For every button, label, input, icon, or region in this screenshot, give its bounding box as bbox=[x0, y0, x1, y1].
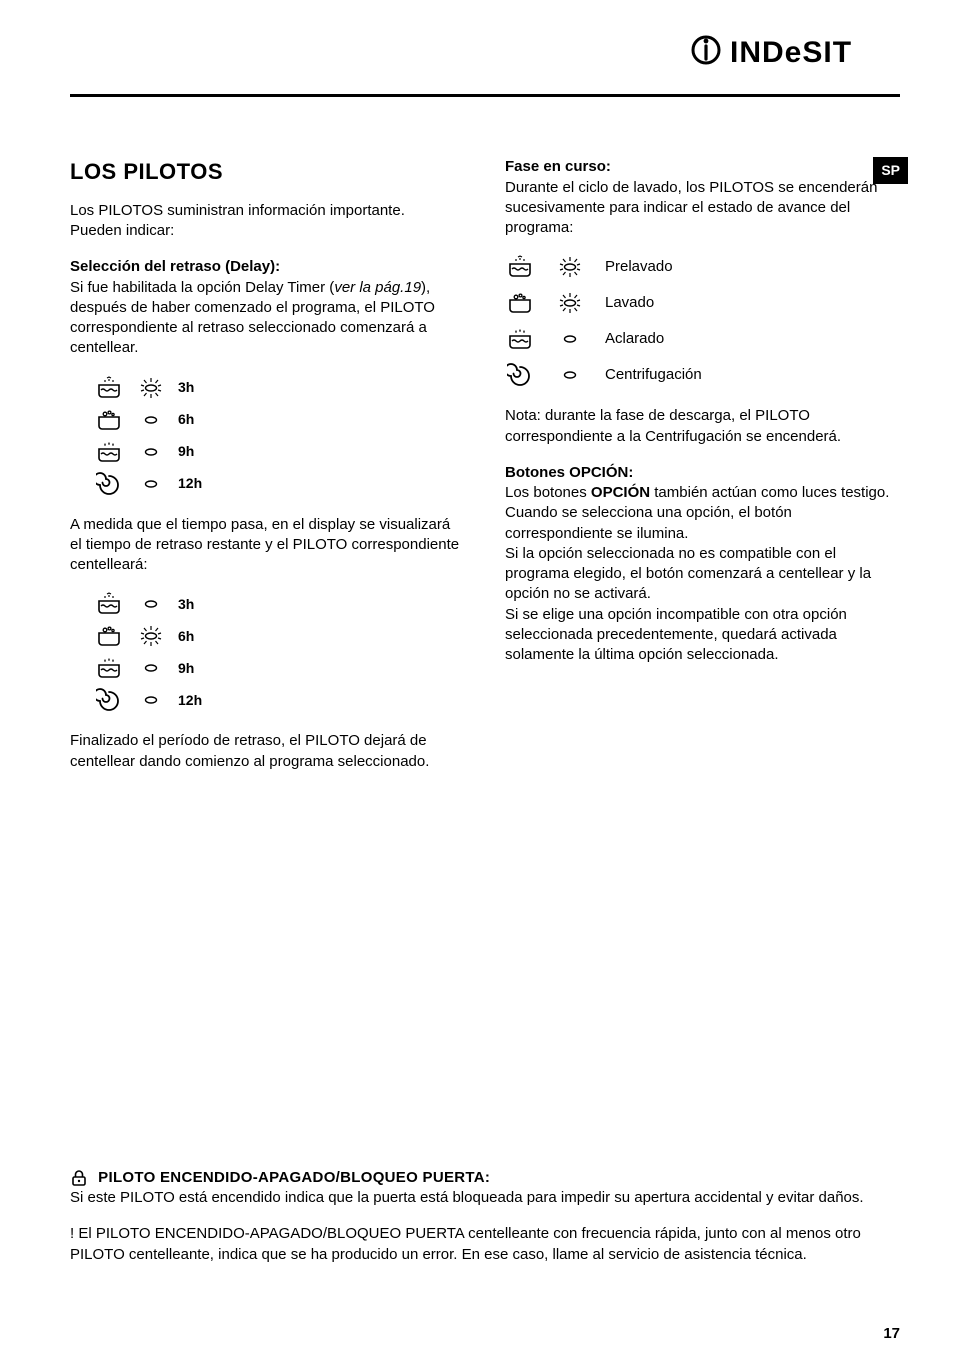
delay-body-a: Si fue habilitada la opción Delay Timer … bbox=[70, 279, 334, 296]
footer-section: PILOTO ENCENDIDO-APAGADO/BLOQUEO PUERTA:… bbox=[70, 1168, 900, 1265]
option-p2: Cuando se selecciona una opción, el botó… bbox=[505, 504, 792, 541]
phase-row: Centrifugación bbox=[505, 362, 900, 388]
prewash-icon bbox=[94, 376, 124, 400]
delay-indicator-list: 3h 6h 9h 12h bbox=[94, 375, 465, 497]
footer-title: PILOTO ENCENDIDO-APAGADO/BLOQUEO PUERTA: bbox=[98, 1169, 490, 1186]
delay-heading: Selección del retraso (Delay): bbox=[70, 258, 280, 275]
delay-label: 9h bbox=[178, 442, 194, 461]
led-icon bbox=[555, 290, 585, 316]
prewash-icon bbox=[505, 255, 535, 279]
delay-label: 12h bbox=[178, 691, 202, 710]
intro-text: Los PILOTOS suministran información impo… bbox=[70, 201, 465, 242]
spin-icon bbox=[94, 688, 124, 712]
spin-icon bbox=[505, 363, 535, 387]
delay-label: 3h bbox=[178, 595, 194, 614]
lock-icon bbox=[70, 1169, 88, 1187]
footer-p2: ! El PILOTO ENCENDIDO-APAGADO/BLOQUEO PU… bbox=[70, 1224, 900, 1265]
delay-label: 12h bbox=[178, 474, 202, 493]
indicator-row: 9h bbox=[94, 439, 465, 465]
rinse-icon bbox=[94, 656, 124, 680]
led-icon bbox=[555, 326, 585, 352]
indicator-row: 6h bbox=[94, 623, 465, 649]
delay-label: 6h bbox=[178, 410, 194, 429]
section-title: LOS PILOTOS bbox=[70, 157, 465, 187]
brand-logo: INDeSIT bbox=[70, 30, 900, 76]
indicator-row: 3h bbox=[94, 591, 465, 617]
delay-indicator-list-2: 3h 6h 9h 12h bbox=[94, 591, 465, 713]
between-para: A medida que el tiempo pasa, en el displ… bbox=[70, 515, 465, 576]
option-section: Botones OPCIÓN: Los botones OPCIÓN tambi… bbox=[505, 463, 900, 666]
footer-p1: Si este PILOTO está encendido indica que… bbox=[70, 1189, 864, 1206]
led-icon bbox=[136, 407, 166, 433]
phase-note: Nota: durante la fase de descarga, el PI… bbox=[505, 406, 900, 447]
indicator-row: 6h bbox=[94, 407, 465, 433]
led-icon bbox=[555, 254, 585, 280]
wash-icon bbox=[505, 291, 535, 315]
delay-label: 3h bbox=[178, 378, 194, 397]
phase-label: Centrifugación bbox=[605, 365, 702, 385]
led-icon bbox=[136, 655, 166, 681]
indicator-row: 9h bbox=[94, 655, 465, 681]
led-icon bbox=[136, 471, 166, 497]
option-heading: Botones OPCIÓN: bbox=[505, 464, 633, 481]
svg-text:INDeSIT: INDeSIT bbox=[730, 36, 852, 69]
page-number: 17 bbox=[883, 1324, 900, 1344]
led-icon bbox=[136, 591, 166, 617]
led-icon bbox=[555, 362, 585, 388]
divider bbox=[70, 94, 900, 97]
phase-label: Aclarado bbox=[605, 329, 664, 349]
phase-row: Aclarado bbox=[505, 326, 900, 352]
rinse-icon bbox=[505, 327, 535, 351]
led-icon bbox=[136, 687, 166, 713]
phase-row: Lavado bbox=[505, 290, 900, 316]
option-p4: Si se elige una opción incompatible con … bbox=[505, 606, 847, 664]
wash-icon bbox=[94, 408, 124, 432]
language-badge: SP bbox=[873, 157, 908, 184]
intro2: Pueden indicar: bbox=[70, 222, 174, 239]
phase-body: Durante el ciclo de lavado, los PILOTOS … bbox=[505, 179, 877, 237]
spin-icon bbox=[94, 472, 124, 496]
indicator-row: 12h bbox=[94, 471, 465, 497]
phase-label: Prelavado bbox=[605, 257, 673, 277]
indicator-row: 12h bbox=[94, 687, 465, 713]
prewash-icon bbox=[94, 592, 124, 616]
delay-label: 6h bbox=[178, 627, 194, 646]
option-p1a: Los botones bbox=[505, 484, 591, 501]
phase-heading: Fase en curso: bbox=[505, 158, 611, 175]
delay-body-b: ver la pág.19 bbox=[334, 279, 421, 296]
option-p3: Si la opción seleccionada no es compatib… bbox=[505, 545, 871, 603]
indicator-row: 3h bbox=[94, 375, 465, 401]
wash-icon bbox=[94, 624, 124, 648]
intro1: Los PILOTOS suministran información impo… bbox=[70, 202, 405, 219]
led-icon bbox=[136, 623, 166, 649]
phase-row: Prelavado bbox=[505, 254, 900, 280]
led-icon bbox=[136, 375, 166, 401]
led-icon bbox=[136, 439, 166, 465]
phase-indicator-list: Prelavado Lavado Aclarado Centrifugación bbox=[505, 254, 900, 388]
delay-label: 9h bbox=[178, 659, 194, 678]
option-p1c: también actúan como luces testigo. bbox=[650, 484, 889, 501]
phase-label: Lavado bbox=[605, 293, 654, 313]
tail-para: Finalizado el período de retraso, el PIL… bbox=[70, 731, 465, 772]
delay-section: Selección del retraso (Delay): Si fue ha… bbox=[70, 257, 465, 358]
phase-section: Fase en curso: Durante el ciclo de lavad… bbox=[505, 157, 900, 238]
option-p1b: OPCIÓN bbox=[591, 484, 650, 501]
rinse-icon bbox=[94, 440, 124, 464]
